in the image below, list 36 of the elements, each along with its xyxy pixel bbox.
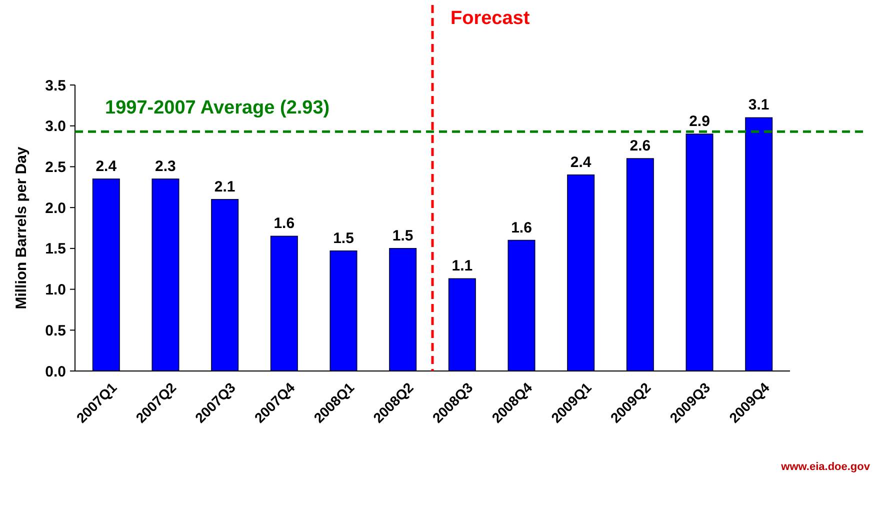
bar (92, 178, 120, 372)
data-label: 2.9 (689, 113, 710, 130)
y-tick-label: 0.0 (45, 363, 66, 380)
data-label: 2.4 (96, 158, 118, 175)
y-tick-label: 1.0 (45, 282, 66, 299)
data-label: 1.6 (274, 215, 295, 232)
data-label: 2.3 (155, 158, 176, 175)
y-tick-label: 3.0 (45, 118, 66, 136)
bar (211, 199, 239, 372)
y-axis-title: Million Barrels per Day (13, 146, 30, 310)
bar (686, 134, 714, 372)
bar (270, 236, 298, 372)
text: www.eia.doe.gov (780, 461, 871, 473)
bar (389, 248, 417, 372)
data-label: 2.6 (630, 138, 651, 155)
ref-line-label: Forecast (450, 8, 530, 29)
bar (567, 174, 595, 372)
data-label: 3.1 (748, 96, 770, 114)
data-label: 1.5 (392, 227, 414, 244)
data-label: 1.6 (511, 219, 532, 236)
bar (330, 250, 358, 372)
bar (448, 278, 476, 372)
y-tick-label: 2.5 (45, 158, 66, 176)
bar (745, 117, 773, 372)
y-tick-label: 0.5 (45, 322, 66, 340)
y-tick-label: 3.5 (45, 77, 66, 94)
data-label: 1.5 (333, 230, 354, 247)
y-tick-label: 1.5 (45, 240, 66, 258)
data-label: 1.1 (452, 258, 473, 275)
data-label: 2.1 (214, 178, 236, 196)
bar (152, 178, 180, 372)
ref-line-label: 1997-2007 Average (2.93) (105, 98, 330, 119)
data-label: 2.4 (570, 154, 592, 171)
bar (626, 158, 654, 372)
bar (508, 240, 536, 372)
y-tick-label: 2.0 (45, 200, 66, 217)
